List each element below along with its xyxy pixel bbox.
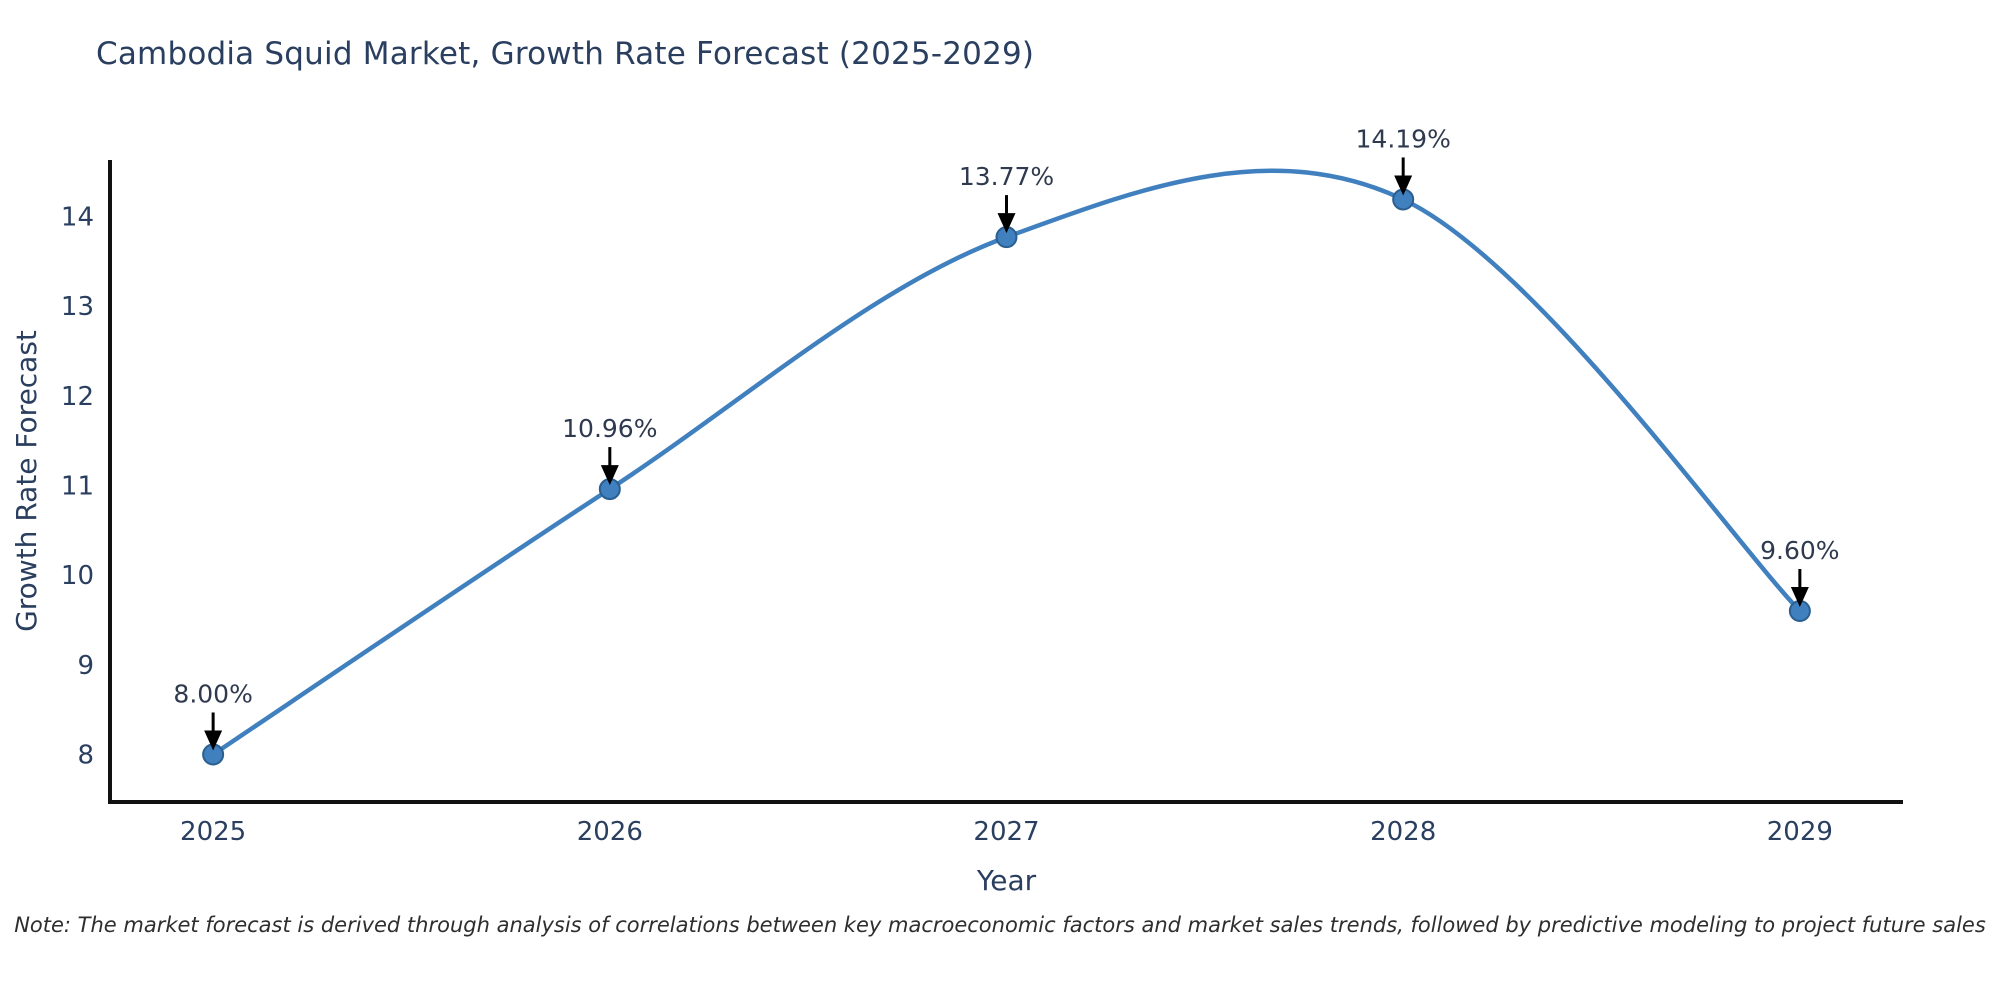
- annotation-arrowhead-icon: [204, 730, 223, 751]
- annotation-arrowhead-icon: [600, 465, 619, 486]
- chart-title: Cambodia Squid Market, Growth Rate Forec…: [96, 36, 1035, 72]
- y-tick-label: 10: [61, 561, 94, 591]
- point-label: 14.19%: [1356, 124, 1451, 153]
- y-tick-label: 14: [61, 202, 94, 232]
- annotation-arrowhead-icon: [1394, 175, 1413, 196]
- x-tick-label: 2028: [1370, 817, 1436, 847]
- forecast-line: [210, 168, 1803, 757]
- annotation-arrowhead-icon: [1790, 587, 1809, 608]
- annotation-arrowhead-icon: [997, 213, 1016, 234]
- x-tick-label: 2026: [577, 817, 643, 847]
- y-tick-label: 11: [61, 471, 94, 501]
- y-tick-label: 9: [77, 651, 94, 681]
- x-tick-label: 2025: [180, 817, 246, 847]
- point-label: 10.96%: [562, 414, 657, 443]
- point-label: 9.60%: [1760, 536, 1839, 565]
- y-tick-label: 13: [61, 292, 94, 322]
- y-tick-label: 12: [61, 382, 94, 412]
- x-axis-title: Year: [976, 864, 1037, 897]
- footnote: Note: The market forecast is derived thr…: [14, 913, 1986, 937]
- x-tick-label: 2029: [1767, 817, 1833, 847]
- y-axis-title: Growth Rate Forecast: [10, 330, 43, 632]
- point-label: 8.00%: [173, 679, 252, 708]
- y-tick-label: 8: [77, 740, 94, 770]
- x-tick-label: 2027: [973, 817, 1039, 847]
- point-label: 13.77%: [959, 162, 1054, 191]
